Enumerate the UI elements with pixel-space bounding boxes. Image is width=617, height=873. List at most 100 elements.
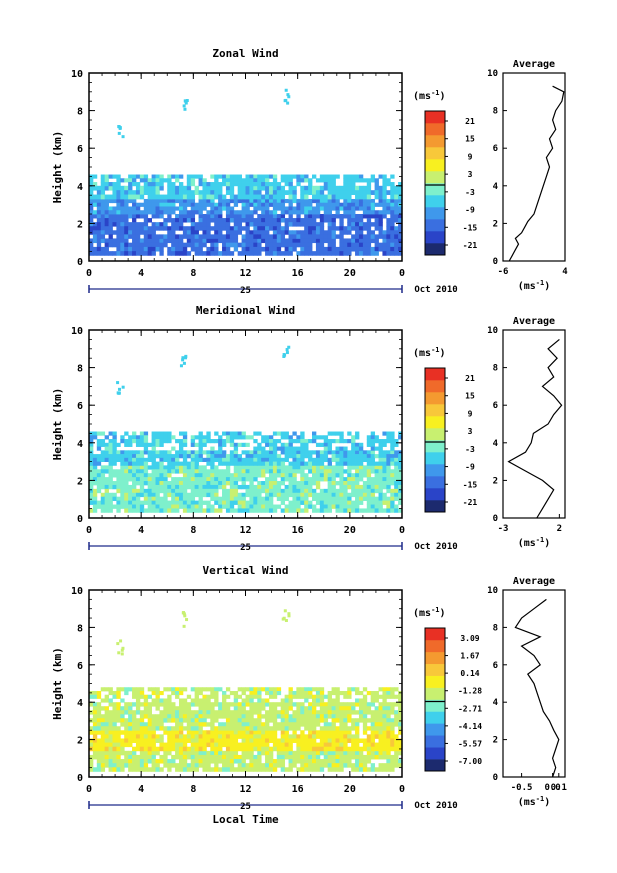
heatmap-cell <box>135 230 141 235</box>
heatmap-cell <box>382 251 387 256</box>
heatmap-cell <box>331 242 336 248</box>
heatmap-cell <box>276 246 282 252</box>
heatmap-cell <box>163 454 168 459</box>
heatmap-cell <box>194 500 199 505</box>
heatmap-cell <box>308 210 313 215</box>
heatmap-cell <box>100 473 106 478</box>
heatmap-cell <box>202 759 207 764</box>
heatmap-cell <box>167 431 172 436</box>
heatmap-cell <box>190 234 196 239</box>
heatmap-cell <box>229 714 235 719</box>
heatmap-cell <box>386 182 391 187</box>
heatmap-cell <box>143 500 149 505</box>
heatmap-cell <box>233 210 239 215</box>
heatmap-cell <box>312 450 317 455</box>
heatmap-cell <box>253 500 258 505</box>
heatmap-cell <box>225 214 231 219</box>
heatmap-cell <box>265 202 270 207</box>
heatmap-cell <box>198 698 203 703</box>
heatmap-cell <box>128 763 133 768</box>
heatmap-cell <box>261 450 266 455</box>
heatmap-cell <box>347 730 352 735</box>
heatmap-cell <box>198 734 203 739</box>
heatmap-cell <box>390 504 395 509</box>
heatmap-cell <box>292 702 297 707</box>
heatmap-cell <box>233 202 239 207</box>
heatmap-cell <box>163 687 168 692</box>
heatmap-cell <box>116 391 120 395</box>
heatmap-cell <box>128 492 133 498</box>
heatmap-cell <box>398 194 403 200</box>
heatmap-cell <box>178 718 184 723</box>
heatmap-cell <box>206 190 211 195</box>
heatmap-cell <box>343 206 348 211</box>
colorbar-swatch <box>425 147 445 160</box>
heatmap-cell <box>143 759 149 764</box>
heatmap-cell <box>319 202 325 207</box>
heatmap-cell <box>222 702 227 707</box>
heatmap-cell <box>331 182 336 187</box>
heatmap-cell <box>135 222 141 227</box>
heatmap-cell <box>104 442 109 447</box>
heatmap-cell <box>319 450 325 455</box>
heatmap-cell <box>202 206 207 211</box>
heatmap-cell <box>92 690 98 696</box>
heatmap-cell <box>206 454 211 459</box>
heatmap-cell <box>370 454 376 459</box>
heatmap-cell <box>319 435 325 440</box>
heatmap-cell <box>147 457 152 462</box>
heatmap-cell <box>319 469 325 474</box>
heatmap-cell <box>237 242 242 248</box>
heatmap-cell <box>288 198 293 204</box>
heatmap-cell <box>304 477 309 482</box>
heatmap-cell <box>272 477 278 482</box>
heatmap-cell <box>308 714 313 719</box>
heatmap-cell <box>249 214 254 219</box>
heatmap-cell <box>128 450 133 455</box>
heatmap-cell <box>288 484 293 490</box>
colorbar-tick-label: 9 <box>468 152 473 161</box>
heatmap-cell <box>206 435 211 440</box>
heatmap-cell <box>178 194 184 200</box>
heatmap-cell <box>366 234 372 239</box>
heatmap-cell <box>265 174 270 179</box>
heatmap-cell <box>225 746 231 752</box>
heatmap-cell <box>143 465 149 470</box>
heatmap-cell <box>370 738 376 743</box>
heatmap-cell <box>210 730 215 735</box>
heatmap-cell <box>225 210 231 215</box>
heatmap-cell <box>386 202 391 207</box>
heatmap-cell <box>132 759 137 764</box>
heatmap-cell <box>343 763 348 768</box>
heatmap-cell <box>135 687 141 692</box>
heatmap-cell <box>382 484 387 490</box>
heatmap-cell <box>287 612 291 616</box>
heatmap-cell <box>175 742 180 748</box>
y-tick-label: 6 <box>77 144 83 155</box>
heatmap-cell <box>272 722 278 727</box>
heatmap-cell <box>89 759 94 764</box>
heatmap-cell <box>390 454 395 459</box>
heatmap-cell <box>390 435 395 440</box>
heatmap-cell <box>89 484 94 490</box>
heatmap-cell <box>296 492 301 498</box>
heatmap-cell <box>370 450 376 455</box>
heatmap-cell <box>366 500 372 505</box>
heatmap-cell <box>331 754 336 760</box>
heatmap-cell <box>378 226 383 231</box>
heatmap-cell <box>171 477 176 482</box>
heatmap-cell <box>96 226 102 231</box>
heatmap-cell <box>398 481 403 486</box>
panel-2 <box>89 609 403 772</box>
heatmap-cell <box>229 750 235 756</box>
heatmap-cell <box>202 488 207 494</box>
heatmap-cell <box>237 726 242 731</box>
heatmap-cell <box>182 726 188 731</box>
heatmap-cell <box>151 178 156 183</box>
heatmap-cell <box>276 206 282 211</box>
heatmap-cell <box>296 750 301 756</box>
heatmap-cell <box>108 714 113 719</box>
heatmap-cell <box>288 473 293 478</box>
heatmap-cell <box>268 214 274 219</box>
heatmap-cell <box>96 714 102 719</box>
